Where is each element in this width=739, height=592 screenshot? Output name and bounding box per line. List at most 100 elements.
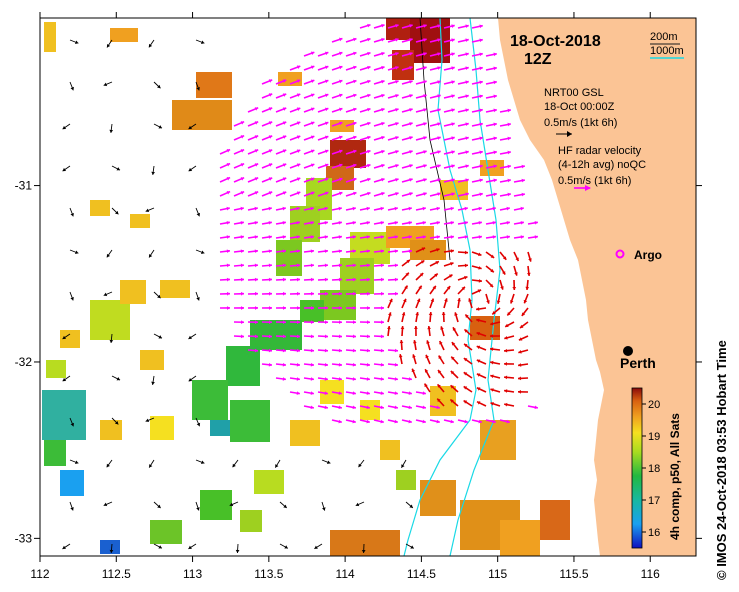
radar-arrow [373,320,385,325]
radar-arrow [359,249,371,254]
radar-arrow [317,235,329,239]
credit-label: © IMOS 24-Oct-2018 03:53 Hobart Time [714,340,729,580]
radar-arrow [233,263,245,268]
radar-arrow [415,206,426,211]
radar-arrow-strong [457,275,468,281]
radar-arrow [303,291,315,296]
radar-arrow [359,320,371,325]
radar-arrow [303,348,315,353]
radar-arrow [457,136,469,141]
radar-arrow-strong [441,311,446,323]
radar-arrow [345,362,357,367]
radar-arrow [513,164,525,169]
radar-arrow [457,419,468,424]
model-arrow [153,123,163,129]
radar-arrow-strong [443,249,455,253]
radar-arrow-strong [401,312,406,323]
radar-arrow [415,150,427,155]
radar-arrow-strong [429,260,440,267]
radar-arrow [345,149,357,155]
radar-arrow-strong [475,307,487,311]
model-arrow [69,249,79,254]
radar-arrow [429,66,441,71]
radar-arrow [443,52,455,57]
radar-arrow [373,277,385,282]
radar-arrow [499,206,510,211]
x-tick-label: 116 [641,567,660,581]
radar-arrow [373,93,385,99]
radar-arrow [499,150,511,155]
radar-arrow-strong [468,298,473,309]
y-axis: -31 -32 -33 [15,179,702,545]
radar-arrow-strong [438,355,445,365]
radar-arrow [415,122,427,127]
model-arrow [321,459,331,464]
radar-arrow [485,419,496,424]
radar-arrow [289,65,301,71]
radar-arrow [303,163,315,169]
model-arrow [355,501,365,507]
radar-arrow [289,107,301,113]
land-mass [498,18,696,556]
x-tick-label: 114.5 [407,567,436,581]
radar-arrow [373,107,385,113]
radar-arrow-strong [499,279,504,290]
radar-arrow [387,51,399,57]
radar-arrow [373,419,384,424]
radar-arrow [401,164,413,169]
model-arrow [188,543,197,550]
radar-arrow [261,121,273,127]
radar-arrow [261,235,273,239]
radar-arrow [373,220,384,225]
radar-arrow [485,235,497,239]
radar-arrow [415,192,427,197]
radar-arrow [429,178,441,183]
radar-arrow [527,235,539,239]
radar-arrow [289,149,301,155]
radar-arrow [429,122,441,127]
radar-arrow [331,263,343,268]
model-arrow [106,459,113,468]
radar-arrow [359,191,371,197]
radar-arrow [401,419,412,424]
radar-arrow [233,206,244,211]
radar-arrow-strong [504,402,515,407]
radar-arrow [485,108,497,113]
radar-arrow [303,149,315,155]
radar-arrow-strong [519,321,529,329]
radar-arrow [233,120,245,127]
radar-arrow [401,150,413,155]
radar-arrow [471,52,483,57]
radar-arrow [443,80,455,85]
radar-arrow [359,277,371,282]
radar-arrow [247,277,259,282]
radar-arrow [261,249,273,254]
radar-arrow [359,79,371,85]
model-arrow [153,501,161,509]
radar-arrow [331,348,343,353]
colorbar-tick-label: 19 [648,431,660,443]
radar-arrow [429,405,440,410]
radar-arrow [345,163,357,169]
model-arrow [62,165,71,172]
radar-arrow [331,235,343,239]
radar-arrow [289,177,301,183]
radar-arrow [261,320,273,325]
radar-arrow [373,235,385,239]
radar-arrow [247,220,258,225]
radar-arrow-strong [443,298,448,309]
radar-arrow [387,405,398,410]
radar-arrow [317,320,329,325]
radar-arrow [289,377,301,381]
model-arrow [62,375,71,382]
radar-arrow-strong [429,285,437,295]
radar-arrow [401,38,413,43]
radar-arrow [275,362,287,367]
radar-arrow [303,177,315,183]
radar-arrow [345,320,357,325]
radar-arrow [345,291,357,296]
radar-arrow [485,206,496,211]
radar-arrow [443,192,455,197]
radar-scale-arrowhead [585,185,591,191]
radar-arrow-strong [490,321,501,326]
